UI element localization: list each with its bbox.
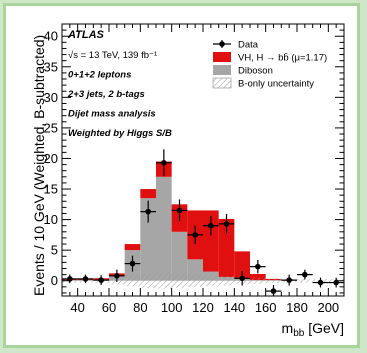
data-point <box>82 276 89 282</box>
axis-ticks <box>61 23 345 296</box>
data-point <box>98 277 104 283</box>
bar-diboson <box>171 231 188 281</box>
y-axis-title: Events / 10 GeV (Weighted, B-subtracted) <box>31 35 47 296</box>
bar-diboson <box>156 176 172 281</box>
x-tick-label: 100 <box>161 300 183 315</box>
data-point <box>161 159 167 166</box>
data-point <box>223 221 230 227</box>
legend-data-marker <box>219 41 225 47</box>
y-tick-label: 15 <box>44 182 58 197</box>
x-axis-title-sub: bb <box>293 328 305 339</box>
legend-label: B-only uncertainty <box>238 79 314 90</box>
data-point <box>239 275 245 282</box>
data-point <box>255 263 261 270</box>
info-line: 0+1+2 leptons <box>68 70 131 81</box>
x-tick-label: 60 <box>102 300 116 315</box>
data-point <box>286 277 292 283</box>
info-lines: √s = 13 TeV, 139 fb⁻¹ 0+1+2 leptons 2+3 je… <box>67 50 172 139</box>
x-axis-title-unit: [GeV] <box>304 320 344 336</box>
uncertainty-bin <box>156 272 172 289</box>
legend: Data VH, H → bb̄ (μ=1.17) Diboson B-only un… <box>212 40 327 90</box>
data-point <box>176 207 183 214</box>
y-tick-label: 0 <box>51 273 58 288</box>
info-line: √s = 13 TeV, 139 fb⁻¹ <box>68 50 157 61</box>
x-tick-labels: 40 60 80 100 120 140 160 180 200 <box>70 300 339 315</box>
legend-label: Diboson <box>238 66 273 77</box>
y-tick-labels: 0 5 10 15 20 25 30 35 40 <box>44 29 58 288</box>
atlas-label: ATLAS <box>67 29 105 41</box>
y-tick-label: 10 <box>44 212 58 227</box>
legend-swatch <box>213 65 231 75</box>
data-point <box>145 208 151 215</box>
info-line: Dijet mass analysis <box>68 109 156 120</box>
bar-signal <box>140 189 156 199</box>
bar-signal <box>218 218 235 278</box>
info-line: 2+3 jets, 2 b-tags <box>67 89 145 100</box>
x-tick-label: 160 <box>255 300 277 315</box>
legend-swatch <box>213 52 231 62</box>
uncertainty-bin <box>140 273 156 289</box>
uncertainty-bin <box>265 278 282 284</box>
data-point <box>192 232 198 238</box>
x-axis-title-main: m <box>282 320 294 336</box>
uncertainty-bin <box>171 273 188 289</box>
uncertainty-bin <box>187 274 203 287</box>
y-tick-label: 30 <box>44 90 58 105</box>
x-tick-label: 180 <box>286 300 308 315</box>
y-tick-label: 5 <box>51 243 58 258</box>
uncertainty-bin <box>297 278 313 283</box>
data-point <box>114 273 120 279</box>
legend-label: Data <box>238 40 259 51</box>
bar-diboson <box>140 198 156 281</box>
x-tick-label: 80 <box>133 300 147 315</box>
uncertainty-bin <box>124 275 141 287</box>
bar-signal <box>234 251 250 279</box>
data-point <box>317 279 324 286</box>
y-tick-label: 25 <box>44 120 58 135</box>
data-points <box>62 149 344 296</box>
data-point <box>129 260 136 267</box>
y-tick-label: 35 <box>44 59 58 74</box>
x-tick-label: 40 <box>70 300 84 315</box>
bar-signal <box>124 244 141 251</box>
data-point <box>270 288 277 294</box>
x-tick-label: 200 <box>317 300 339 315</box>
uncertainty-bin <box>218 275 235 286</box>
uncertainty-bin <box>250 277 266 284</box>
bar-signal <box>250 273 266 281</box>
data-point <box>208 222 214 229</box>
legend-label: VH, H → bb̄ (μ=1.17) <box>238 53 327 64</box>
info-line: Weighted by Higgs S/B <box>68 128 172 139</box>
uncertainty-bin <box>203 275 219 287</box>
x-axis-title: mbb [GeV] <box>282 320 344 339</box>
y-tick-label: 40 <box>44 29 58 44</box>
data-point <box>302 271 308 278</box>
x-tick-label: 140 <box>223 300 245 315</box>
y-tick-label: 20 <box>44 151 58 166</box>
legend-hatch-swatch <box>212 77 232 89</box>
x-tick-label: 120 <box>192 300 214 315</box>
